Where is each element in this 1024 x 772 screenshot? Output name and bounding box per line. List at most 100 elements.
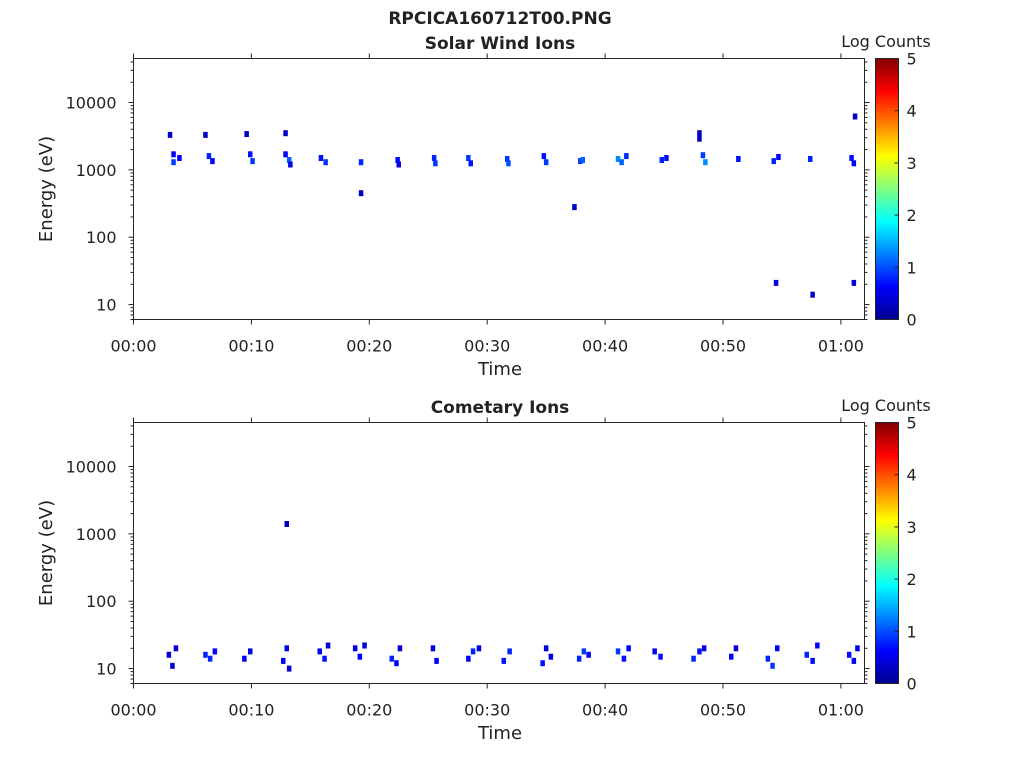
solar-wind-x-tick-label: 01:00: [818, 337, 864, 356]
solar-wind-data-cell: [396, 161, 401, 168]
cometary-data-cell: [765, 655, 771, 662]
cometary-colorbar-tick-label: 3: [907, 518, 917, 537]
solar-wind-data-cell: [210, 158, 215, 165]
solar-wind-data-cell: [431, 155, 437, 161]
cometary-data-cell: [397, 645, 403, 652]
cometary-axes-frame: [133, 422, 865, 684]
cometary-data-cell: [586, 651, 591, 658]
solar-wind-data-cell: [167, 131, 173, 138]
cometary-data-cell: [352, 645, 358, 652]
cometary-colorbar: Log Counts 0 1 2 3 4 5: [841, 396, 931, 694]
cometary-y-tick-label: 100: [86, 592, 117, 611]
cometary-data-cell: [466, 655, 471, 662]
solar-wind-data-cell: [395, 157, 400, 163]
cometary-x-tick-label: 00:10: [228, 701, 274, 720]
solar-wind-data-cell: [580, 157, 585, 163]
cometary-data-cell: [430, 645, 436, 652]
cometary-data-cell: [815, 642, 820, 649]
cometary-y-tick-label: 10: [96, 660, 116, 679]
cometary-data-cell: [203, 651, 208, 658]
cometary-data-cell: [501, 657, 506, 664]
cometary-y-label: Energy (eV): [36, 500, 57, 606]
cometary-y-tick-label: 10000: [66, 457, 117, 476]
solar-wind-data-cell: [288, 161, 293, 168]
solar-wind-colorbar-tick-label: 4: [907, 102, 917, 121]
solar-wind-data-cell: [358, 190, 364, 197]
cometary-data-cell: [691, 655, 696, 662]
cometary-colorbar-tick-label: 5: [907, 414, 917, 433]
cometary-data-cell: [476, 645, 482, 652]
solar-wind-data-cell: [506, 160, 511, 167]
solar-wind-x-tick-label: 00:30: [464, 337, 510, 356]
cometary-data-cell: [362, 642, 367, 649]
cometary-data-cell: [543, 645, 549, 652]
cometary-data-cell: [284, 645, 289, 652]
solar-wind-data-cell: [466, 155, 471, 161]
solar-wind-data-cell: [659, 157, 664, 163]
cometary-data-cell: [507, 648, 512, 655]
cometary-data-cell: [804, 651, 809, 658]
cometary-data-cell: [626, 645, 631, 652]
cometary-y-ticks: 10 100 1000 10000: [66, 425, 870, 684]
solar-wind-y-ticks: 10 100 1000 10000: [66, 61, 870, 320]
cometary-data-cell: [212, 648, 218, 655]
solar-wind-data-cell: [572, 204, 577, 211]
solar-wind-data-cell: [619, 159, 624, 166]
cometary-x-tick-label: 00:40: [582, 701, 628, 720]
solar-wind-data-cell: [615, 156, 621, 162]
cometary-data-cell: [576, 655, 582, 662]
solar-wind-x-tick-label: 00:40: [582, 337, 628, 356]
cometary-data-cell: [615, 648, 621, 655]
cometary-x-tick-label: 00:00: [110, 701, 156, 720]
solar-wind-data-cell: [851, 160, 857, 167]
solar-wind-data-cell: [318, 155, 324, 161]
cometary-colorbar-tick-label: 0: [907, 675, 917, 694]
solar-wind-data-cell: [250, 158, 255, 165]
solar-wind-data-cell: [171, 151, 176, 158]
solar-wind-x-tick-label: 00:20: [346, 337, 392, 356]
solar-wind-data-cell: [851, 279, 857, 286]
solar-wind-colorbar-tick-label: 0: [907, 311, 917, 330]
cometary-data-cell: [775, 645, 780, 652]
solar-wind-colorbar-tick-label: 3: [907, 154, 917, 173]
solar-wind-data-cell: [578, 158, 583, 165]
solar-wind-data-cell: [171, 159, 176, 166]
solar-wind-colorbar-tick-label: 2: [907, 206, 917, 225]
cometary-x-tick-label: 00:50: [700, 701, 746, 720]
solar-wind-data-cell: [700, 152, 706, 159]
cometary-data-cell: [394, 660, 399, 667]
solar-wind-x-label: Time: [477, 359, 522, 380]
cometary-data-cell: [248, 648, 253, 655]
solar-wind-x-ticks: 00:00 00:10 00:20 00:30 00:40 00:50 01:00: [110, 53, 864, 356]
solar-wind-data-cell: [664, 155, 669, 161]
solar-wind-data-cell: [736, 156, 741, 162]
solar-wind-y-tick-label: 10000: [66, 93, 117, 112]
solar-wind-data-cell: [177, 155, 182, 161]
solar-wind-y-label: Energy (eV): [36, 136, 57, 242]
solar-wind-x-tick-label: 00:50: [700, 337, 746, 356]
cometary-colorbar-tick-label: 4: [907, 466, 917, 485]
solar-wind-data-cell: [203, 131, 208, 138]
cometary-data-cell: [281, 657, 286, 664]
solar-wind-data-cell: [323, 159, 328, 166]
cometary-plot-area: [166, 521, 860, 672]
cometary-colorbar-gradient: [875, 422, 899, 684]
cometary-data-cell: [286, 665, 292, 672]
solar-wind-data-cell: [433, 160, 438, 167]
cometary-data-cell: [166, 651, 172, 658]
solar-wind-data-cell: [248, 151, 253, 158]
solar-wind-data-cell: [206, 153, 212, 160]
solar-wind-data-cell: [703, 159, 708, 166]
cometary-data-cell: [389, 655, 394, 662]
cometary-x-tick-label: 00:20: [346, 701, 392, 720]
solar-wind-y-tick-label: 100: [86, 228, 117, 247]
cometary-data-cell: [733, 645, 739, 652]
cometary-data-cell: [540, 660, 545, 667]
solar-wind-data-cell: [283, 130, 288, 137]
solar-wind-colorbar-tick-label: 5: [907, 50, 917, 69]
solar-wind-y-tick-label: 10: [96, 296, 116, 315]
